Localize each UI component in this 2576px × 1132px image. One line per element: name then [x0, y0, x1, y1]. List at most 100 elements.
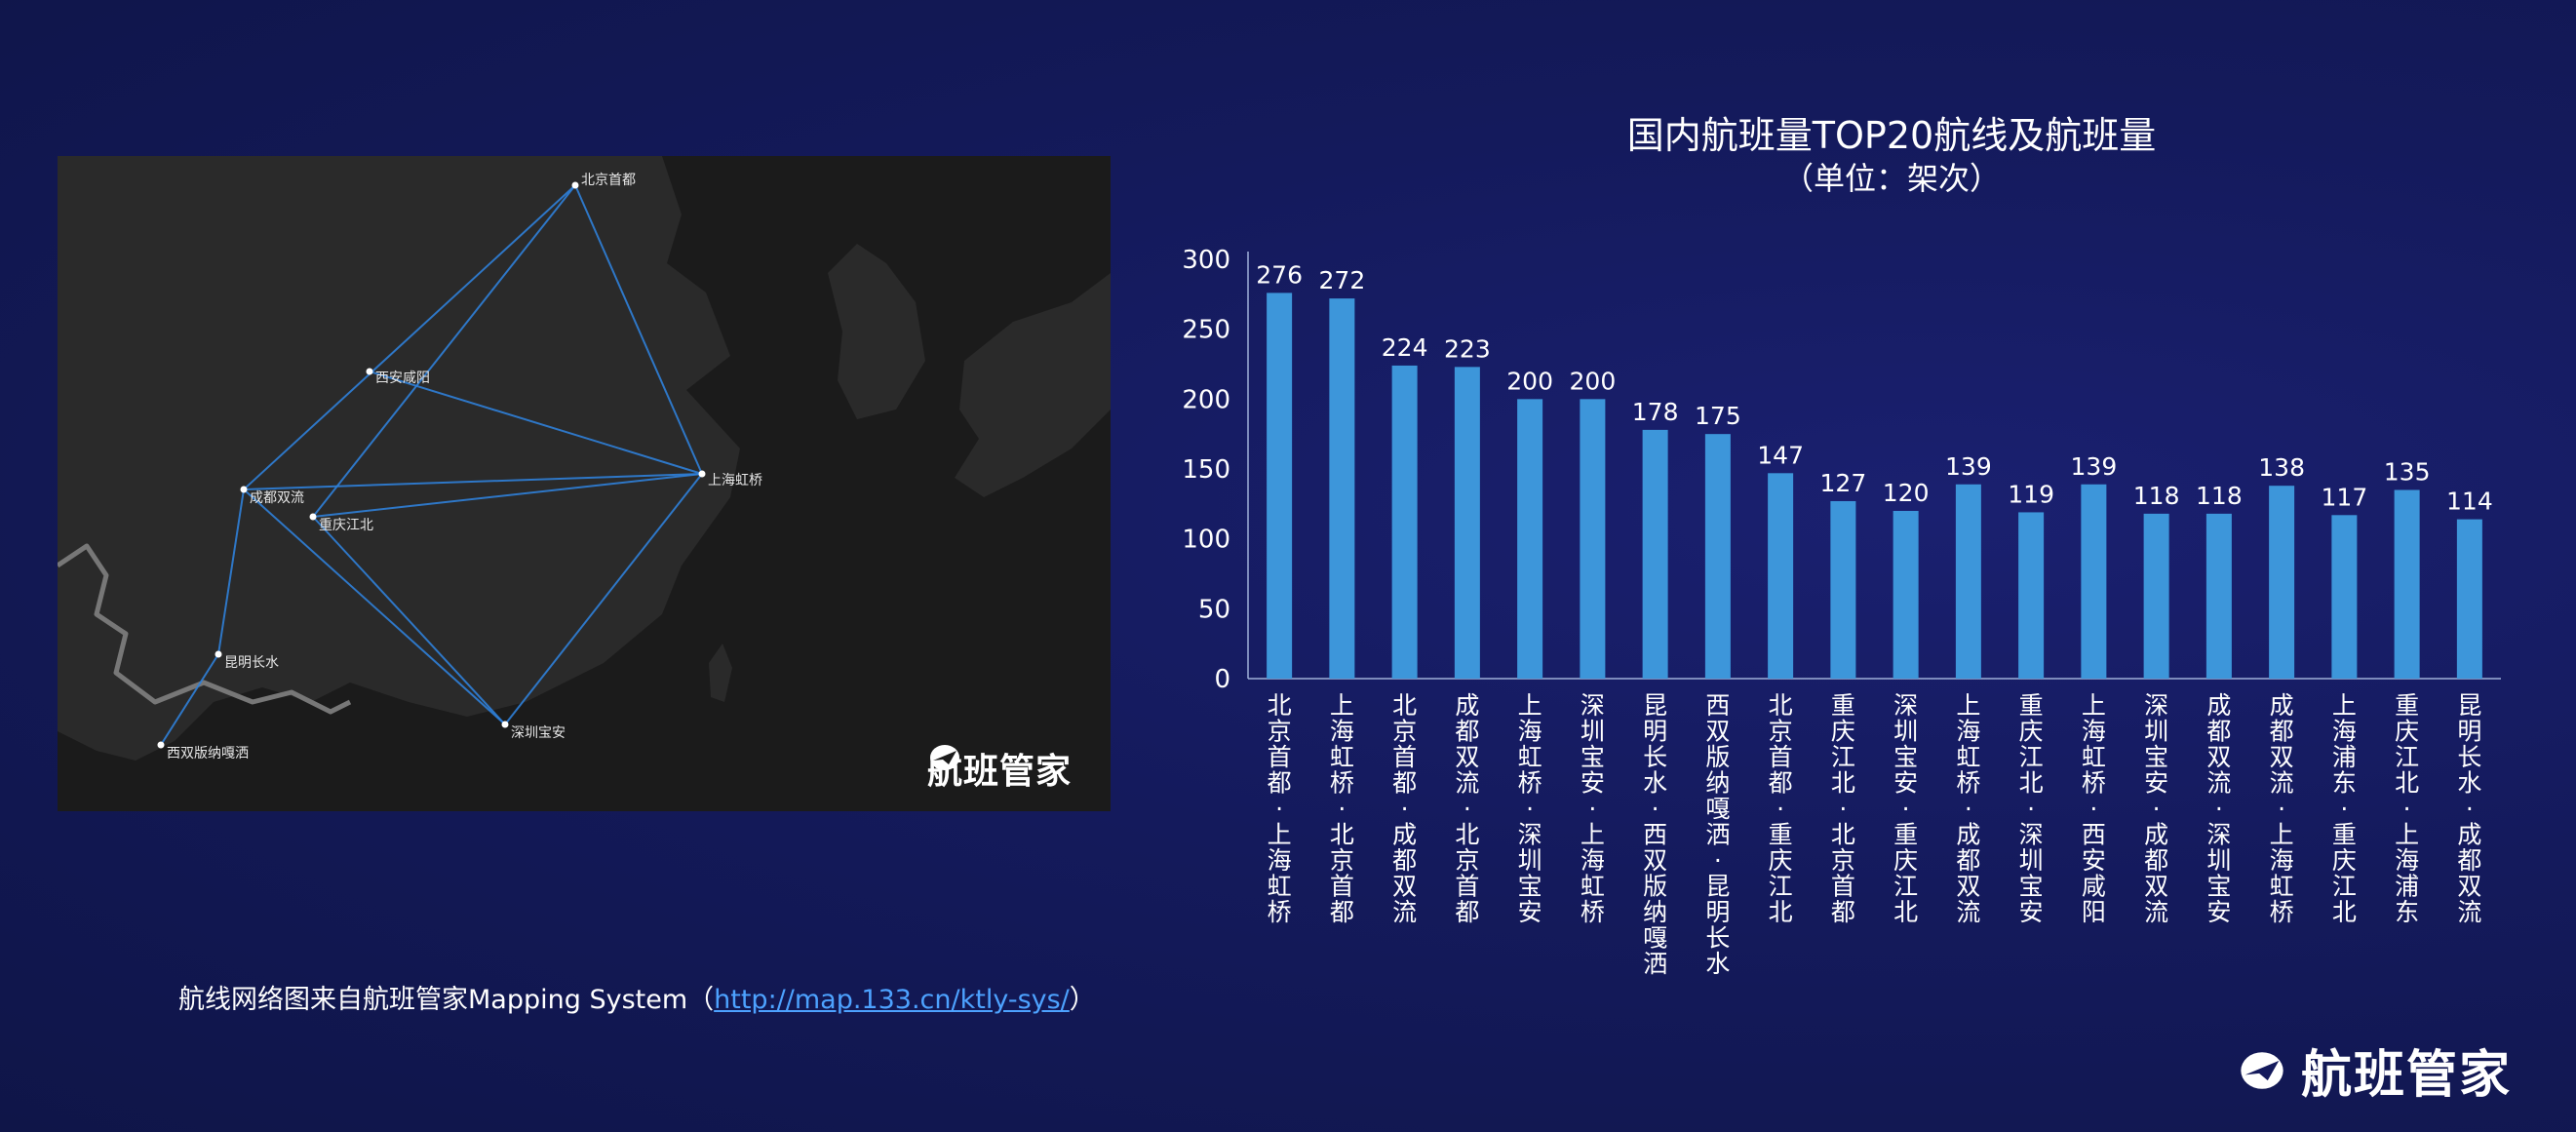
data-label: 127	[1820, 469, 1867, 497]
y-tick-label: 0	[1214, 665, 1230, 694]
bar	[1580, 399, 1606, 679]
x-tick-label: 成都双流·北京首都	[1455, 691, 1479, 926]
x-tick-label: 北京首都·成都双流	[1392, 691, 1417, 926]
route-line	[312, 184, 576, 518]
data-label: 276	[1256, 260, 1303, 289]
bar	[2018, 512, 2045, 679]
route-line	[243, 488, 506, 725]
bar	[2394, 489, 2420, 679]
bar	[1704, 434, 1731, 679]
data-label: 114	[2446, 488, 2493, 516]
city-dot	[501, 721, 509, 728]
city-label: 成都双流	[250, 490, 304, 506]
route-lines	[160, 184, 703, 746]
bar	[2081, 484, 2107, 679]
data-label: 175	[1695, 402, 1741, 430]
x-tick-label: 上海浦东·重庆江北	[2332, 691, 2357, 926]
x-tick-label: 成都双流·深圳宝安	[2206, 691, 2231, 926]
brand-logo-text: 航班管家	[2300, 1046, 2512, 1105]
route-line	[312, 516, 506, 725]
city-label: 北京首都	[581, 173, 636, 188]
bar	[1267, 293, 1293, 679]
data-label: 139	[2071, 452, 2118, 481]
x-tick-label: 重庆江北·上海浦东	[2395, 691, 2419, 926]
data-label: 138	[2258, 453, 2305, 482]
bar	[1642, 429, 1668, 679]
bar	[1893, 511, 1919, 679]
bar	[1830, 500, 1856, 679]
bar	[2205, 513, 2232, 679]
data-label: 272	[1319, 266, 1366, 294]
x-tick-label: 西双版纳嘎洒·昆明长水	[1705, 691, 1730, 978]
x-tick-label: 深圳宝安·重庆江北	[1893, 691, 1918, 926]
route-line	[217, 488, 245, 655]
airplane-logo-icon	[929, 745, 959, 770]
data-label: 200	[1506, 367, 1553, 395]
bar	[2331, 515, 2358, 679]
data-label: 120	[1883, 479, 1930, 507]
city-label: 深圳宝安	[511, 725, 566, 741]
bar-chart: 0 50 100 150 200 250 300 276 北京首都·上海虹桥 272 上海虹桥·北京…	[1182, 246, 2501, 978]
bar	[2456, 519, 2482, 679]
map-korea	[828, 244, 925, 419]
chart-title: 国内航班量TOP20航线及航班量	[1626, 114, 2157, 157]
x-tick-label: 北京首都·上海虹桥	[1268, 691, 1292, 926]
chart-subtitle: （单位：架次）	[1781, 160, 2001, 197]
x-tick-label: 重庆江北·深圳宝安	[2019, 691, 2044, 926]
city-dot	[571, 181, 579, 189]
map-land	[58, 156, 740, 761]
x-tick-label: 上海虹桥·北京首都	[1330, 691, 1354, 926]
data-label: 118	[2196, 482, 2243, 510]
brand-logo: 航班管家	[2237, 1034, 2512, 1107]
data-label: 200	[1570, 367, 1617, 395]
route-line	[243, 184, 576, 490]
bar	[1391, 365, 1418, 679]
city-dot	[157, 741, 165, 749]
route-network-map: 北京首都 西安咸阳 成都双流 重庆江北 上海虹桥 昆明长水 西双版纳嘎洒 深圳宝安 航班管家	[58, 156, 1111, 811]
x-tick-label: 昆明长水·成都双流	[2457, 691, 2481, 926]
city-dot	[366, 368, 373, 375]
x-tick-label: 重庆江北·北京首都	[1831, 691, 1855, 926]
city-label: 重庆江北	[319, 518, 373, 533]
bar	[1329, 298, 1355, 679]
route-line	[504, 473, 703, 725]
y-tick-label: 50	[1198, 595, 1230, 624]
y-tick-label: 150	[1182, 455, 1230, 485]
y-tick-label: 250	[1182, 316, 1230, 345]
x-tick-label: 北京首都·重庆江北	[1769, 691, 1793, 926]
bar	[1517, 399, 1543, 679]
city-dot	[309, 513, 317, 521]
y-tick-label: 200	[1182, 385, 1230, 414]
data-label: 223	[1444, 334, 1491, 363]
map-taiwan	[709, 644, 732, 702]
data-label: 135	[2384, 458, 2431, 487]
y-tick-label: 300	[1182, 246, 1230, 275]
route-line	[574, 184, 703, 475]
city-label: 西双版纳嘎洒	[167, 746, 249, 761]
city-label: 昆明长水	[224, 655, 279, 671]
data-label: 147	[1757, 441, 1804, 469]
bar	[2143, 513, 2169, 679]
caption-link[interactable]: http://map.133.cn/ktly-sys/	[714, 985, 1070, 1015]
map-logo: 航班管家	[927, 743, 1072, 794]
city-dot	[240, 486, 248, 493]
x-tick-label: 上海虹桥·西安咸阳	[2082, 691, 2106, 926]
city-dot	[698, 470, 706, 478]
data-label: 119	[2008, 480, 2054, 508]
bar	[1768, 473, 1794, 679]
bar	[2269, 486, 2295, 679]
city-dot	[215, 650, 222, 658]
city-label: 西安咸阳	[375, 371, 430, 386]
data-label: 117	[2322, 483, 2368, 511]
route-line	[243, 473, 703, 490]
route-line	[369, 371, 703, 475]
caption-close: ）	[1069, 985, 1096, 1015]
x-tick-label: 深圳宝安·上海虹桥	[1581, 691, 1605, 926]
caption-text: 航线网络图来自航班管家Mapping System（	[178, 985, 715, 1015]
route-line	[160, 653, 219, 746]
x-tick-label: 深圳宝安·成都双流	[2144, 691, 2168, 926]
map-border	[58, 543, 352, 715]
y-tick-label: 100	[1182, 526, 1230, 555]
